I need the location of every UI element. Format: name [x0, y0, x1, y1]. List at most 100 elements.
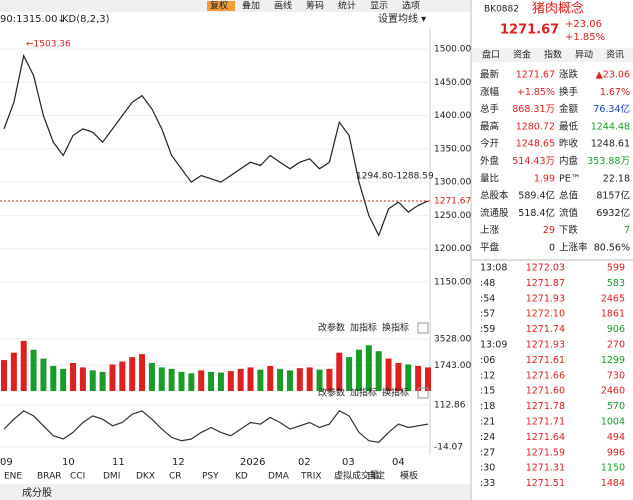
volume-bar [286, 370, 293, 391]
bottom-tab[interactable]: 成分股 [22, 487, 52, 499]
tick-volume: 1484 [601, 478, 625, 489]
close-box[interactable] [417, 387, 429, 399]
tick-time: :27 [480, 447, 495, 458]
stat-label: 金额 [559, 103, 579, 115]
stat-label: 涨幅 [480, 86, 500, 98]
y-tick-label: 3528.00 [434, 335, 471, 345]
tick-volume: 1004 [601, 417, 625, 428]
y-tick-label: 1150.00 [434, 278, 471, 288]
panel-tool[interactable]: 改参数 [318, 322, 345, 334]
x-tick-label: 2026 [240, 457, 265, 468]
price-line [3, 410, 429, 443]
tick-price: 1271.64 [526, 432, 565, 443]
volume-bar [425, 367, 431, 391]
tick-price: 1272.03 [526, 263, 565, 274]
stat-label: 最低 [559, 120, 579, 132]
tick-volume: 599 [607, 263, 625, 274]
indicator-tab[interactable]: DKX [136, 472, 155, 482]
tick-price: 1271.66 [526, 370, 565, 381]
y-tick-label: 1500.00 [434, 45, 471, 55]
indicator-tab[interactable]: DMI [103, 472, 120, 482]
indicator-tab[interactable]: CCI [70, 472, 85, 482]
stat-value: +1.85% [517, 87, 555, 98]
tick-price: 1271.71 [526, 417, 565, 428]
tick-time: 13:09 [480, 340, 507, 351]
indicator-tab[interactable]: CR [169, 472, 182, 482]
tick-time: :30 [480, 463, 495, 474]
stat-value: 518.4亿 [518, 207, 555, 219]
stat-label: 今开 [480, 138, 500, 150]
tick-time: :24 [480, 432, 495, 443]
volume-bar [188, 373, 195, 391]
tick-price: 1271.93 [526, 340, 565, 351]
y-tick-label: 1350.00 [434, 144, 471, 154]
volume-bar [405, 364, 412, 391]
toolbar-button[interactable]: 复权 [210, 0, 228, 12]
tick-price: 1272.10 [526, 309, 565, 320]
toolbar-button[interactable]: 叠加 [242, 1, 260, 12]
toolbar-button[interactable]: 显示 [370, 1, 388, 12]
x-tick-label: 03 [342, 457, 355, 468]
indicator-tab[interactable]: ENE [4, 472, 22, 482]
volume-bar [355, 349, 362, 391]
volume-bar [326, 368, 333, 391]
volume-bar [198, 370, 205, 391]
volume-bar [267, 365, 274, 391]
stat-label: 最新 [480, 69, 500, 81]
volume-bar [178, 371, 185, 391]
volume-bar [257, 369, 264, 391]
quote-tab[interactable]: 资讯 [606, 50, 624, 61]
stat-label: 上涨率 [559, 242, 588, 254]
stat-label: 上涨 [480, 225, 500, 236]
ma-setting[interactable]: 设置均线 ▾ [378, 12, 426, 25]
stat-label: 最高 [480, 120, 499, 132]
volume-bar [70, 362, 77, 391]
volume-bar [346, 357, 353, 391]
quote-tab[interactable]: 异动 [575, 50, 593, 61]
indicator-tab[interactable]: PSY [202, 472, 219, 482]
y-tick-label: -14.07 [434, 443, 463, 453]
stat-label: 流通股 [480, 207, 509, 219]
indicator-tab[interactable]: KD [235, 472, 248, 482]
toolbar-button[interactable]: 选项 [402, 0, 420, 12]
x-tick-label: 04 [392, 457, 405, 468]
stat-label: 换手 [559, 86, 579, 98]
volume-bar [227, 371, 234, 391]
tick-time: :15 [480, 386, 495, 397]
indicator-tab[interactable]: BRAR [37, 472, 61, 482]
stat-value: 514.43万 [512, 156, 555, 167]
stat-value: 1248.65 [516, 139, 555, 150]
tick-time: :54 [480, 293, 495, 304]
volume-bar [365, 345, 372, 391]
indicator-tab[interactable]: 自定 [367, 470, 385, 482]
toolbar-button[interactable]: 画线 [274, 0, 292, 12]
volume-bar [119, 361, 126, 391]
quote-tab[interactable]: 盘口 [482, 49, 500, 61]
volume-bar [168, 368, 175, 391]
panel-tool[interactable]: 加指标 [350, 387, 377, 399]
indicator-tab[interactable]: DMA [268, 472, 290, 482]
stat-label: 外盘 [480, 155, 500, 167]
toolbar-button[interactable]: 统计 [338, 0, 356, 12]
stat-value: 1244.48 [591, 121, 630, 132]
volume-bar [237, 368, 244, 391]
tick-time: 13:08 [480, 263, 507, 274]
indicator-tab[interactable]: TRIX [300, 472, 322, 482]
panel-tool[interactable]: 换指标 [382, 387, 409, 399]
panel-tool[interactable]: 加指标 [350, 322, 377, 334]
quote-tab[interactable]: 指数 [544, 49, 562, 61]
stat-value: 80.56% [594, 243, 630, 254]
volume-bar [415, 365, 422, 391]
toolbar-button[interactable]: 筹码 [306, 0, 324, 12]
quote-tab[interactable]: 资金 [513, 49, 531, 61]
indicator-tab[interactable]: 模板 [400, 470, 418, 482]
panel-tool[interactable]: 换指标 [382, 322, 409, 334]
tick-volume: 996 [607, 447, 625, 458]
stat-label: PE™ [559, 173, 580, 184]
stat-value: 1248.61 [591, 139, 630, 150]
panel-tool[interactable]: 改参数 [318, 387, 345, 399]
indicator-tab[interactable]: 虚拟成交量 [334, 470, 379, 482]
close-box[interactable] [417, 322, 429, 334]
tick-price: 1271.61 [526, 355, 565, 366]
